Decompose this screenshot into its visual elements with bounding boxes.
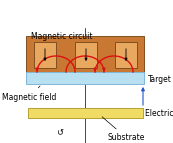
Text: Substrate: Substrate (102, 117, 145, 143)
Bar (26, 36, 144, 72)
Bar (115, 42, 137, 68)
Bar (28, 108, 143, 118)
Bar (26, 72, 144, 84)
Text: Target: Target (148, 75, 172, 84)
Text: Electric field: Electric field (145, 109, 173, 118)
Text: ↺: ↺ (57, 129, 63, 138)
Text: Magnetic field: Magnetic field (2, 86, 56, 102)
Bar (75, 42, 97, 68)
Text: Magnetic circuit: Magnetic circuit (31, 32, 93, 41)
Bar (34, 42, 56, 68)
